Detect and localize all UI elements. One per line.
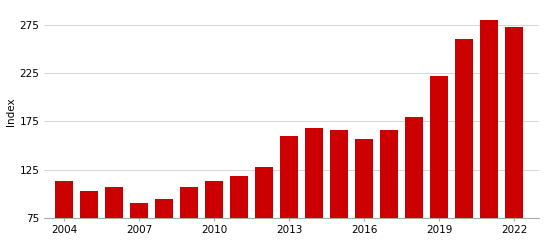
Bar xyxy=(481,20,499,218)
Bar xyxy=(305,128,323,218)
Bar xyxy=(130,203,148,218)
Bar xyxy=(155,199,173,218)
Bar xyxy=(256,167,274,218)
Bar xyxy=(180,187,198,218)
Bar xyxy=(231,176,249,218)
Bar xyxy=(281,136,299,218)
Bar xyxy=(380,130,398,218)
Bar xyxy=(355,139,373,218)
Y-axis label: Index: Index xyxy=(5,97,16,126)
Bar xyxy=(405,117,423,218)
Bar xyxy=(205,181,223,218)
Bar xyxy=(456,39,474,218)
Bar xyxy=(81,191,99,218)
Bar xyxy=(105,187,124,218)
Bar xyxy=(330,130,348,218)
Bar xyxy=(431,76,449,218)
Bar xyxy=(56,181,74,218)
Bar xyxy=(505,27,523,218)
